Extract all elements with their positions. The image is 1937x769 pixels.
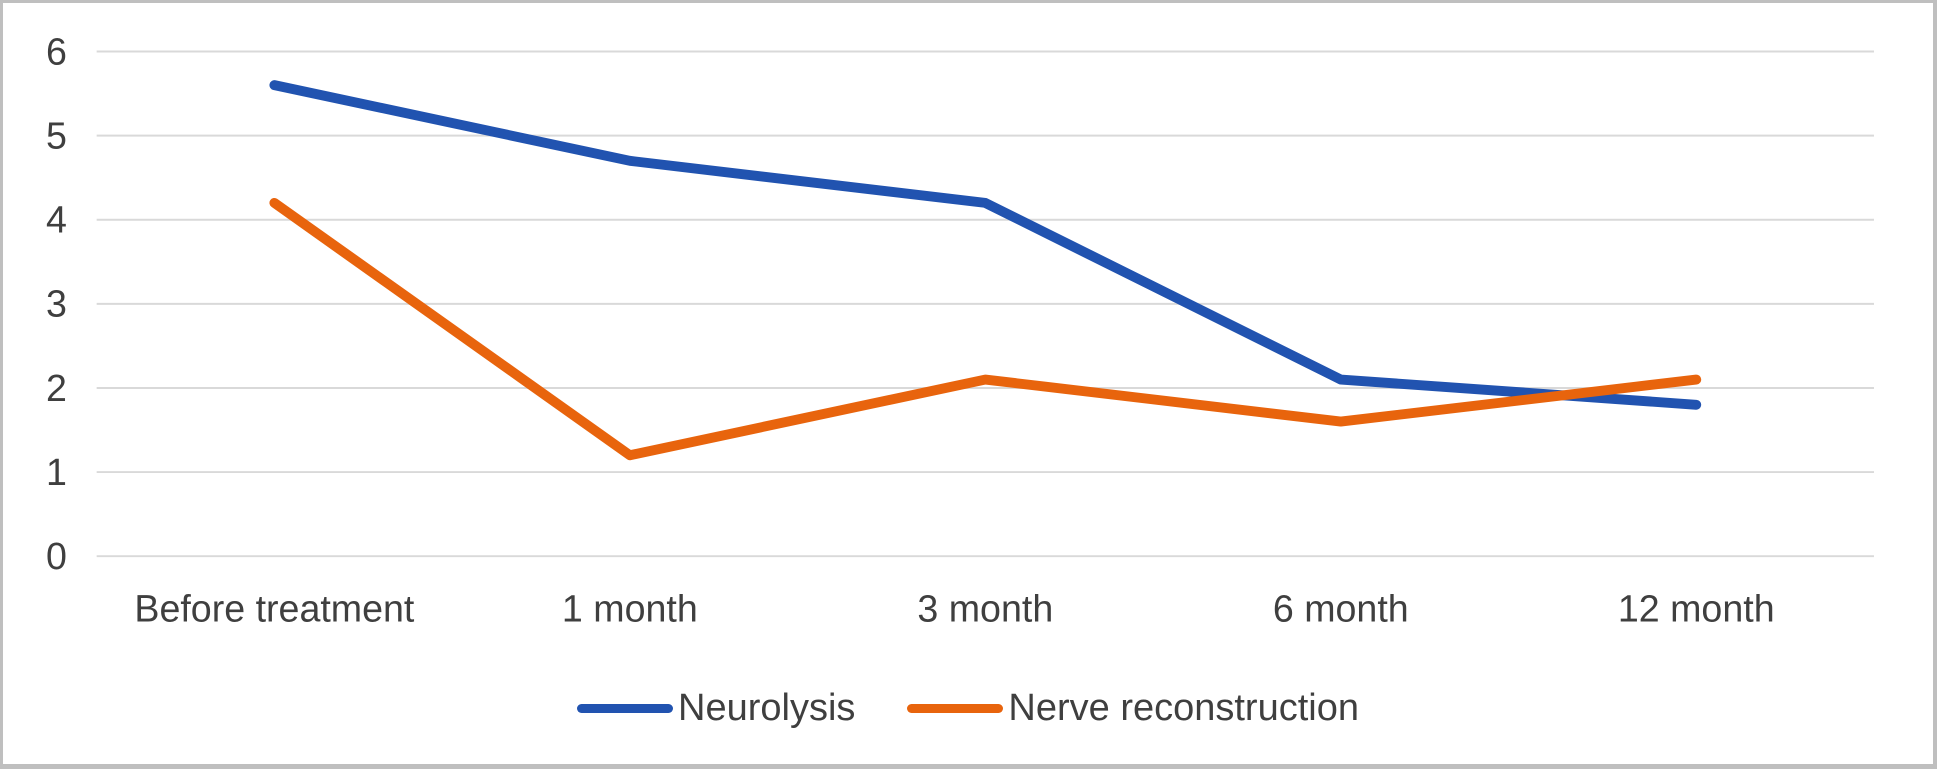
y-tick-label: 0 (46, 535, 67, 577)
series-line-1[interactable] (269, 197, 1702, 461)
y-tick-label: 5 (46, 114, 67, 156)
x-category-label: Before treatment (134, 587, 415, 629)
legend-label-neurolysis: Neurolysis (678, 687, 856, 729)
line-chart: 0 1 2 3 4 5 6 Before treatment 1 month 3 month 6 m… (46, 30, 1874, 629)
x-category-label: 1 month (562, 587, 698, 629)
y-tick-label: 6 (46, 30, 67, 72)
x-category-label: 6 month (1273, 587, 1409, 629)
y-tick-label: 3 (46, 283, 67, 325)
series-line-0[interactable] (269, 80, 1702, 410)
legend-line-swatch-neurolysis (577, 703, 673, 713)
y-tick-label: 2 (46, 367, 67, 409)
x-category-label: 12 month (1618, 587, 1775, 629)
legend-label-nerve-reconstruction: Nerve reconstruction (1008, 687, 1359, 729)
chart-legend: Neurolysis Nerve reconstruction (3, 689, 1933, 727)
legend-item-neurolysis[interactable]: Neurolysis (577, 689, 855, 727)
x-category-label: 3 month (917, 587, 1053, 629)
y-tick-label: 4 (46, 199, 67, 241)
legend-item-nerve-reconstruction[interactable]: Nerve reconstruction (907, 689, 1359, 727)
legend-line-swatch-nerve-reconstruction (907, 703, 1004, 713)
y-tick-label: 1 (46, 451, 67, 493)
